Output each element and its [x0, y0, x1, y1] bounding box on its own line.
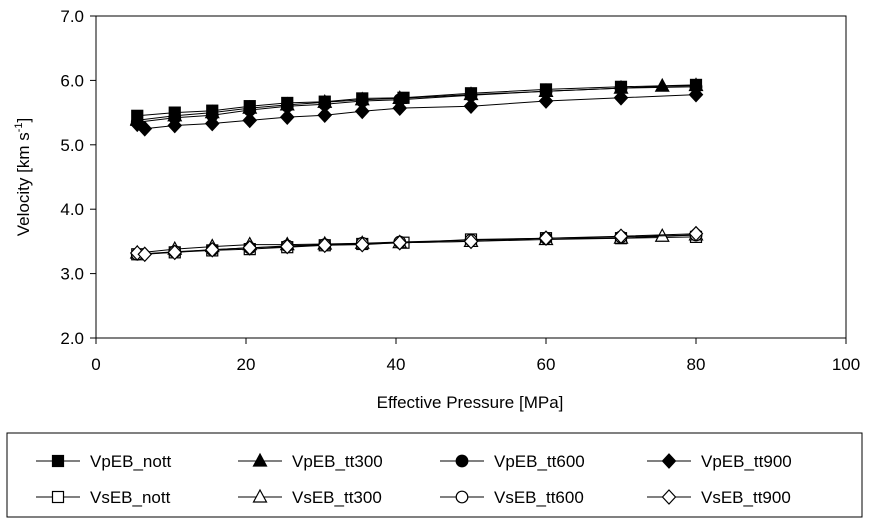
data-point [392, 100, 408, 116]
data-point [242, 239, 258, 256]
data-point [167, 244, 183, 261]
data-point [463, 98, 479, 115]
legend-label: VsEB_tt600 [494, 488, 584, 507]
data-point [654, 77, 670, 92]
y-axis-label: Velocity [km s-1] [13, 118, 33, 236]
data-point [613, 228, 629, 245]
legend-entry: VsEB_tt600 [440, 488, 584, 507]
series-group [129, 77, 704, 263]
data-point [463, 233, 479, 250]
y-tick-label: 5.0 [60, 136, 84, 155]
data-point [688, 86, 704, 103]
legend-label: VpEB_tt600 [494, 452, 585, 471]
legend-label: VsEB_tt300 [292, 488, 382, 507]
data-point [392, 234, 408, 251]
data-point [279, 109, 295, 125]
legend-marker [661, 489, 677, 505]
data-point [354, 103, 370, 120]
y-axis-ticks: 2.0 3.0 4.0 5.0 6.0 7.0 [60, 7, 96, 348]
legend-entry: VpEB_tt300 [238, 452, 383, 471]
series-line [137, 84, 697, 117]
series-VsEB_tt900 [129, 225, 704, 263]
x-axis-ticks: 0 20 40 60 80 100 [91, 338, 860, 374]
y-axis-label-end: ] [14, 118, 33, 123]
x-tick-label: 80 [687, 355, 706, 374]
data-point [137, 120, 153, 137]
legend-entry: VpEB_nott [36, 452, 172, 471]
y-tick-label: 4.0 [60, 200, 84, 219]
y-tick-label: 6.0 [60, 71, 84, 90]
legend-entry: VsEB_tt900 [647, 488, 791, 507]
legend-entry: VpEB_tt600 [440, 452, 585, 471]
legend-box [6, 432, 863, 518]
legend-marker [661, 453, 677, 469]
data-point [354, 236, 370, 253]
x-tick-label: 100 [832, 355, 860, 374]
data-point [279, 238, 295, 255]
y-tick-label: 3.0 [60, 265, 84, 284]
legend-label: VsEB_tt900 [701, 488, 791, 507]
x-tick-label: 0 [91, 355, 100, 374]
plot-area [95, 15, 847, 339]
y-axis-label-main: Velocity [km s [14, 132, 33, 236]
data-point [538, 93, 554, 109]
series-VpEB_tt900 [129, 86, 704, 137]
legend-label: VsEB_nott [90, 488, 171, 507]
legend-marker [51, 454, 65, 468]
series-VpEB_tt600 [130, 80, 703, 129]
data-point [204, 115, 220, 132]
legend-marker [455, 490, 469, 504]
data-point [242, 112, 258, 129]
data-point [317, 107, 333, 124]
x-tick-label: 20 [237, 355, 256, 374]
y-tick-label: 2.0 [60, 329, 84, 348]
data-point [317, 237, 333, 254]
legend-marker [252, 452, 268, 467]
data-point [688, 225, 704, 242]
data-point [137, 246, 153, 263]
data-point [613, 89, 629, 106]
y-tick-label: 7.0 [60, 7, 84, 26]
legend-label: VpEB_tt300 [292, 452, 383, 471]
legend: VpEB_nott VpEB_tt300 VpEB_tt600 VpEB_tt900 V… [6, 432, 863, 518]
y-axis-label-superscript: -1 [13, 123, 25, 133]
legend-marker [252, 488, 268, 503]
legend-entry: VsEB_nott [36, 488, 171, 507]
data-point [204, 241, 220, 258]
legend-label: VpEB_nott [90, 452, 172, 471]
x-tick-label: 60 [537, 355, 556, 374]
legend-marker [455, 454, 469, 468]
x-axis-label: Effective Pressure [MPa] [377, 393, 564, 412]
x-tick-label: 40 [387, 355, 406, 374]
legend-label: VpEB_tt900 [701, 452, 792, 471]
legend-marker [51, 490, 65, 504]
legend-entry: VpEB_tt900 [647, 452, 792, 471]
legend-entry: VsEB_tt300 [238, 488, 382, 507]
data-point [538, 230, 554, 247]
plot-frame [95, 15, 847, 339]
data-point [167, 117, 183, 134]
